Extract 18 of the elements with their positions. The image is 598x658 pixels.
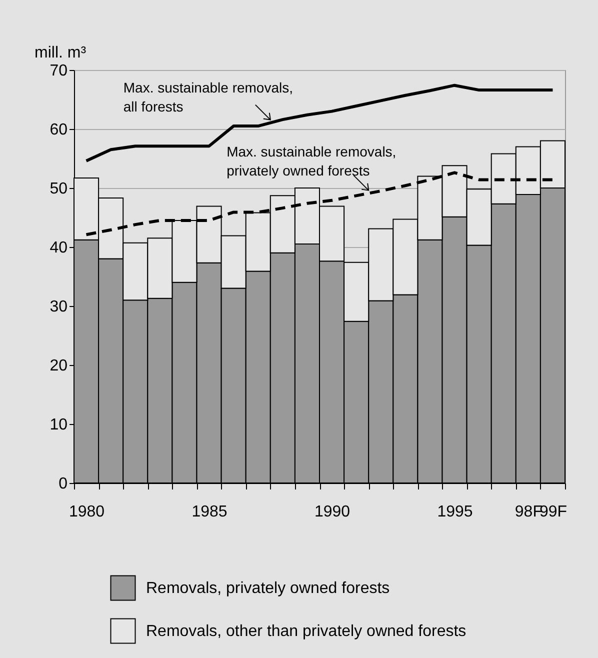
x-tick-label: 1985 [192,504,228,520]
x-tick-label: 1980 [68,504,105,520]
y-tick-label: 10 [50,416,68,434]
series-label: Max. sustainable removals, privately owned forests [226,144,396,179]
y-tick-label: 70 [50,62,68,80]
legend-label: Removals, other than privately owned forests [146,623,466,640]
series-label: Max. sustainable removals, all forests [123,80,294,115]
x-tick-label: 1990 [314,504,350,520]
y-tick-label: 50 [50,180,68,198]
legend-label: Removals, privately owned forests [146,580,390,597]
x-tick-label: 1995 [437,504,473,520]
line-series [84,84,554,162]
y-tick-label: 60 [50,122,68,138]
y-tick-label: 20 [50,358,68,374]
y-tick-label: 40 [50,240,68,256]
y-axis-title: mill. m³ [34,44,87,62]
y-tick-label: 0 [58,476,68,492]
y-tick-label: 30 [50,298,68,316]
